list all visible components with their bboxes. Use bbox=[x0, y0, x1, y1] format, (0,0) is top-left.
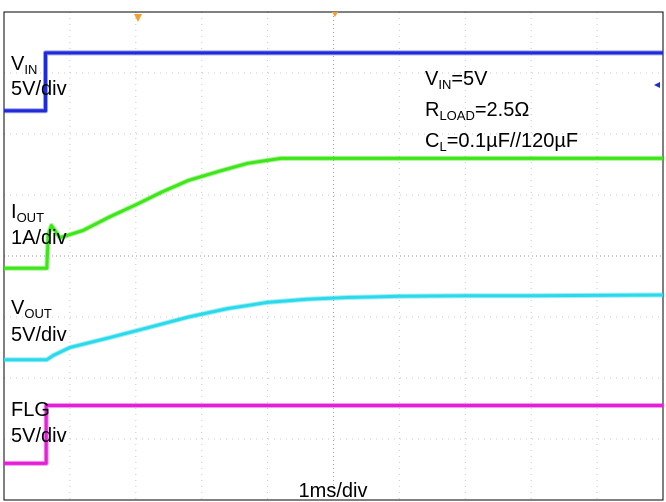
condition-line: CL=0.1µF//120µF bbox=[425, 130, 578, 154]
channel-name-vin: VIN bbox=[11, 53, 37, 77]
graticule bbox=[4, 12, 663, 500]
trace-iout bbox=[4, 156, 663, 270]
channel-name-vout: VOUT bbox=[11, 297, 52, 321]
channel-scale-iout: 1A/div bbox=[11, 227, 67, 249]
trace-vin bbox=[4, 51, 663, 113]
channel-name-iout: IOUT bbox=[11, 201, 44, 225]
channel-scale-vin: 5V/div bbox=[11, 78, 67, 100]
x-axis-label: 1ms/div bbox=[299, 480, 368, 502]
trigger-markers bbox=[134, 12, 660, 88]
trigger-level-marker bbox=[654, 82, 660, 88]
center-reference-marker bbox=[332, 12, 338, 17]
trace-flg bbox=[4, 404, 663, 465]
traces bbox=[4, 50, 664, 466]
trace-vout bbox=[4, 293, 664, 362]
trigger-position-marker bbox=[134, 14, 142, 22]
test-conditions: VIN=5V RLOAD=2.5Ω CL=0.1µF//120µF bbox=[425, 68, 578, 154]
channel-name-flg: FLG bbox=[11, 399, 50, 421]
channel-scale-flg: 5V/div bbox=[11, 425, 67, 447]
condition-line: VIN=5V bbox=[425, 68, 488, 92]
condition-line: RLOAD=2.5Ω bbox=[425, 99, 529, 123]
channel-scale-vout: 5V/div bbox=[11, 324, 67, 346]
